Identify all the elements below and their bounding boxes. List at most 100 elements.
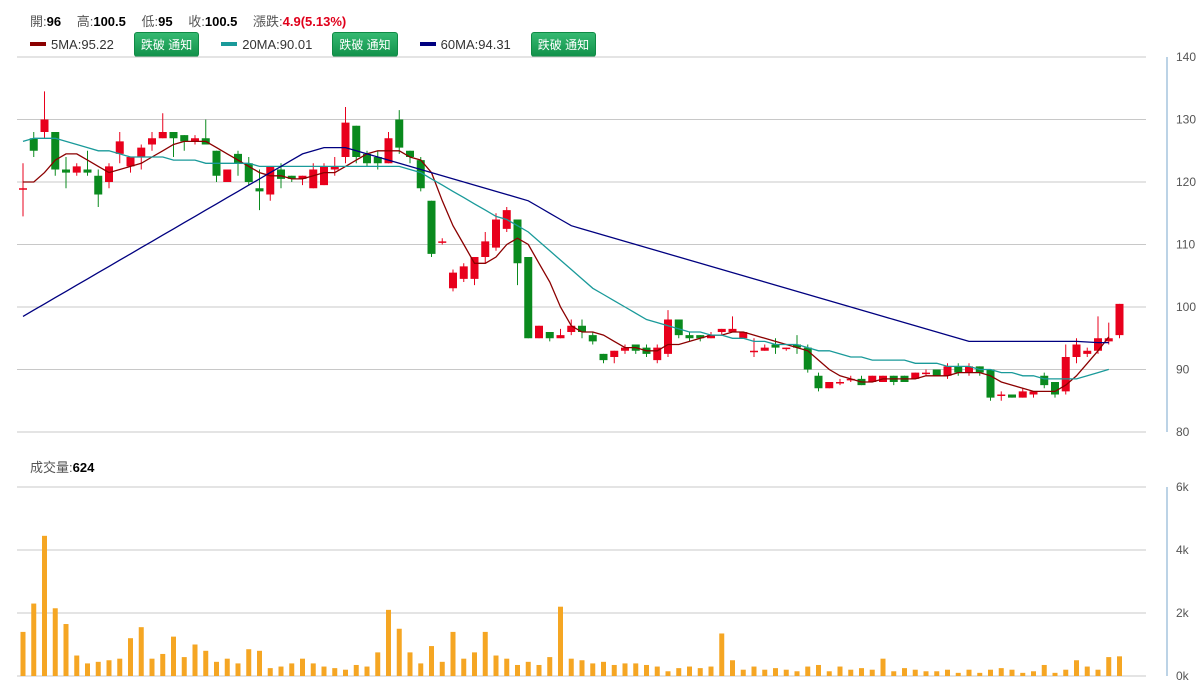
candle-down — [524, 257, 533, 339]
volume-bar — [826, 671, 832, 676]
candle-down — [588, 335, 597, 342]
candle-down — [373, 157, 382, 164]
volume-bar — [267, 668, 273, 676]
candle-down — [1040, 375, 1049, 386]
candle-up — [137, 147, 146, 157]
price-tick-label: 130 — [1176, 113, 1196, 127]
ma5-alert-button[interactable]: 跌破 通知 — [133, 31, 200, 57]
ma60-label: 60MA:94.31 — [440, 36, 511, 52]
candle-down — [578, 325, 586, 332]
volume-bar — [493, 655, 499, 676]
volume-bar — [321, 666, 327, 676]
volume-bar — [934, 671, 940, 676]
candle-down — [803, 347, 812, 370]
candle-down — [363, 153, 371, 164]
volume-bar — [74, 655, 80, 676]
volume-bar — [687, 666, 692, 676]
candle-down — [954, 366, 963, 373]
volume-bar — [988, 669, 993, 676]
volume-bar — [1095, 669, 1101, 676]
candle-up — [1029, 391, 1038, 395]
ma60-alert-button[interactable]: 跌破 通知 — [530, 31, 597, 57]
candle-down — [427, 200, 436, 254]
candle-up — [825, 382, 834, 389]
volume-tick-label: 0k — [1176, 669, 1190, 683]
volume-bar — [708, 666, 714, 676]
volume-bar — [719, 633, 725, 676]
candle-down — [932, 369, 941, 376]
candle-up — [266, 166, 275, 195]
candle-up — [330, 166, 339, 170]
volume-bar — [332, 668, 338, 676]
candle-up — [717, 328, 726, 332]
candle-down — [793, 344, 801, 348]
candle-down — [29, 138, 38, 151]
candle-up — [739, 332, 748, 339]
volume-bar — [902, 668, 907, 676]
volume-value: 624 — [72, 460, 95, 475]
volume-bar — [235, 663, 241, 676]
volume-bar — [439, 661, 445, 676]
volume-bar — [966, 669, 972, 676]
candle-down — [94, 175, 103, 195]
candle-down — [406, 150, 414, 157]
candle-up — [126, 157, 135, 167]
candle-up — [664, 319, 672, 354]
volume-bar — [859, 668, 864, 676]
candle-up — [868, 375, 877, 382]
volume-bar — [579, 660, 585, 676]
candle-down — [416, 160, 425, 189]
candle-up — [1018, 391, 1027, 398]
volume-bar — [945, 669, 950, 676]
candle-down — [696, 335, 705, 339]
volume-bar — [1063, 669, 1069, 676]
volume-bar — [117, 658, 123, 676]
volume-bar — [52, 608, 58, 676]
volume-bar — [955, 672, 961, 676]
ma60-legend: 60MA:94.31 跌破 通知 — [419, 31, 618, 57]
ma-line-5ma — [23, 140, 1110, 393]
volume-bar — [1084, 666, 1090, 676]
volume-bar — [1117, 656, 1122, 676]
change-value: 4.9(5.13%) — [282, 14, 347, 29]
candle-up — [911, 372, 920, 379]
ma20-alert-button[interactable]: 跌破 通知 — [332, 31, 398, 57]
candle-down — [169, 132, 178, 139]
volume-bar — [869, 669, 875, 676]
ma5-legend: 5MA:95.22 跌破 通知 — [30, 31, 221, 57]
volume-bar — [138, 627, 144, 676]
volume-bar — [1031, 671, 1036, 676]
candle-down — [287, 175, 296, 179]
candle-up — [19, 188, 27, 190]
candle-up — [298, 175, 307, 179]
volume-bar — [407, 652, 413, 676]
volume-bar — [181, 657, 187, 676]
ma5-label: 5MA:95.22 — [51, 36, 114, 52]
volume-bar — [396, 628, 402, 676]
price-tick-label: 140 — [1176, 50, 1196, 64]
volume-bar — [343, 669, 348, 676]
volume-bar — [665, 671, 671, 676]
low-value: 95 — [158, 14, 173, 29]
high-label: 高: — [76, 14, 94, 29]
candle-up — [470, 257, 479, 279]
candle-down — [180, 135, 189, 142]
high-value: 100.5 — [93, 14, 126, 29]
volume-bar — [762, 669, 768, 676]
candle-down — [545, 332, 554, 339]
volume-bar — [730, 660, 735, 676]
candle-up — [492, 219, 500, 248]
candle-up — [481, 241, 490, 257]
volume-bar — [590, 663, 596, 676]
volume-bar — [536, 664, 542, 676]
candle-up — [1094, 338, 1102, 351]
quote-summary: 開:96 高:100.5 低:95 收:100.5 漲跌:4.9(5.13%) — [30, 11, 346, 30]
volume-bar — [386, 609, 391, 676]
ma-line-60ma — [22, 146, 1109, 344]
volume-bar — [149, 658, 155, 676]
volume-bar — [622, 663, 628, 676]
candle-down — [674, 319, 683, 336]
volume-bar — [278, 666, 284, 676]
volume-bar — [751, 666, 757, 676]
volume-bar — [310, 663, 316, 676]
